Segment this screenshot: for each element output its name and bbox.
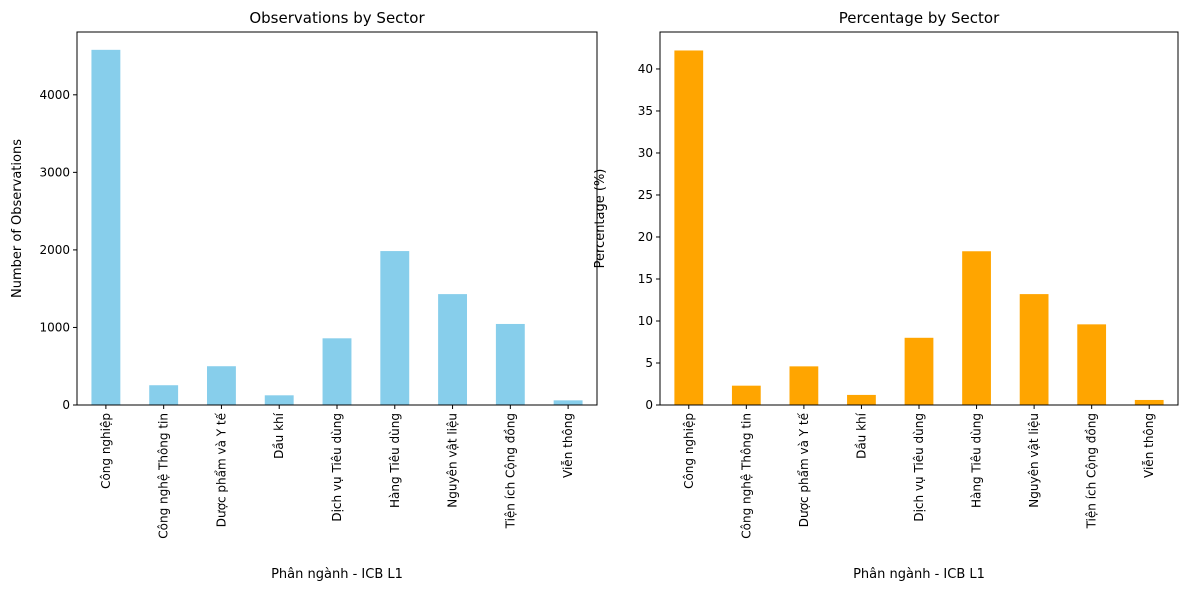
bars (674, 50, 1164, 405)
x-ticks: Công nghiệp Công nghệ Thông tin Dược phẩm … (682, 405, 1156, 539)
x-tick-label: Dịch vụ Tiêu dùng (912, 413, 926, 522)
y-tick-label: 0 (62, 398, 70, 412)
bars (91, 49, 583, 406)
y-tick-label: 25 (638, 188, 653, 202)
y-tick-label: 30 (638, 146, 653, 160)
bar (495, 323, 525, 405)
y-ticks: 0 1000 2000 3000 4000 (39, 88, 77, 412)
x-tick-label: Dược phẩm và Y tế (797, 412, 811, 527)
chart-panel-percentage: Percentage by Sector Percentage (%) Phân… (593, 9, 1179, 582)
bar (1077, 324, 1107, 405)
x-axis-label: Phân ngành - ICB L1 (853, 567, 985, 582)
bar (789, 366, 819, 405)
x-tick-label: Công nghệ Thông tin (157, 413, 171, 539)
y-tick-label: 15 (638, 272, 653, 286)
y-tick-label: 10 (638, 314, 653, 328)
x-tick-label: Viễn thông (561, 413, 575, 478)
bar (91, 49, 121, 406)
y-axis-label: Percentage (%) (593, 169, 608, 269)
x-tick-label: Tiện ích Cộng đồng (1085, 413, 1099, 529)
chart-panel-observations: Observations by Sector Number of Observa… (10, 9, 598, 582)
x-axis-label: Phân ngành - ICB L1 (271, 567, 403, 582)
y-tick-label: 0 (645, 398, 653, 412)
y-tick-label: 20 (638, 230, 653, 244)
x-tick-label: Dầu khí (272, 412, 286, 459)
bar (847, 394, 876, 405)
y-tick-label: 4000 (39, 88, 70, 102)
bar (264, 395, 294, 405)
plot-frame (76, 31, 598, 406)
bar (207, 366, 236, 405)
y-tick-label: 40 (638, 62, 653, 76)
chart-title: Observations by Sector (249, 9, 425, 27)
x-tick-label: Công nghiệp (99, 413, 113, 489)
bar (1134, 399, 1164, 405)
chart-title: Percentage by Sector (839, 9, 1000, 27)
bar (904, 337, 934, 405)
bar (731, 385, 761, 405)
bar (1019, 294, 1049, 405)
plot-frame (659, 31, 1179, 406)
x-tick-label: Hàng Tiêu dùng (970, 413, 984, 508)
x-tick-label: Viễn thông (1142, 413, 1156, 478)
y-tick-label: 1000 (39, 320, 70, 334)
bar (553, 400, 583, 405)
x-tick-label: Dịch vụ Tiêu dùng (330, 413, 344, 522)
bar (380, 251, 410, 405)
x-tick-label: Công nghệ Thông tin (739, 413, 753, 539)
x-tick-label: Dược phẩm và Y tế (214, 412, 228, 527)
x-ticks: Công nghiệp Công nghệ Thông tin Dược phẩm … (99, 405, 575, 539)
bar (674, 50, 704, 405)
bar (149, 385, 179, 405)
y-tick-label: 3000 (39, 165, 70, 179)
x-tick-label: Hàng Tiêu dùng (388, 413, 402, 508)
y-tick-label: 2000 (39, 243, 70, 257)
y-ticks: 0 5 10 15 20 25 30 35 40 (638, 62, 660, 412)
x-tick-label: Nguyên vật liệu (446, 413, 460, 508)
y-tick-label: 5 (645, 356, 653, 370)
y-axis-label: Number of Observations (10, 139, 25, 298)
bar (438, 294, 467, 405)
x-tick-label: Dầu khí (854, 412, 868, 459)
bar (962, 251, 991, 405)
x-tick-label: Tiện ích Cộng đồng (503, 413, 517, 529)
y-tick-label: 35 (638, 104, 653, 118)
x-tick-label: Công nghiệp (682, 413, 696, 489)
x-tick-label: Nguyên vật liệu (1027, 413, 1041, 508)
bar (322, 338, 352, 405)
